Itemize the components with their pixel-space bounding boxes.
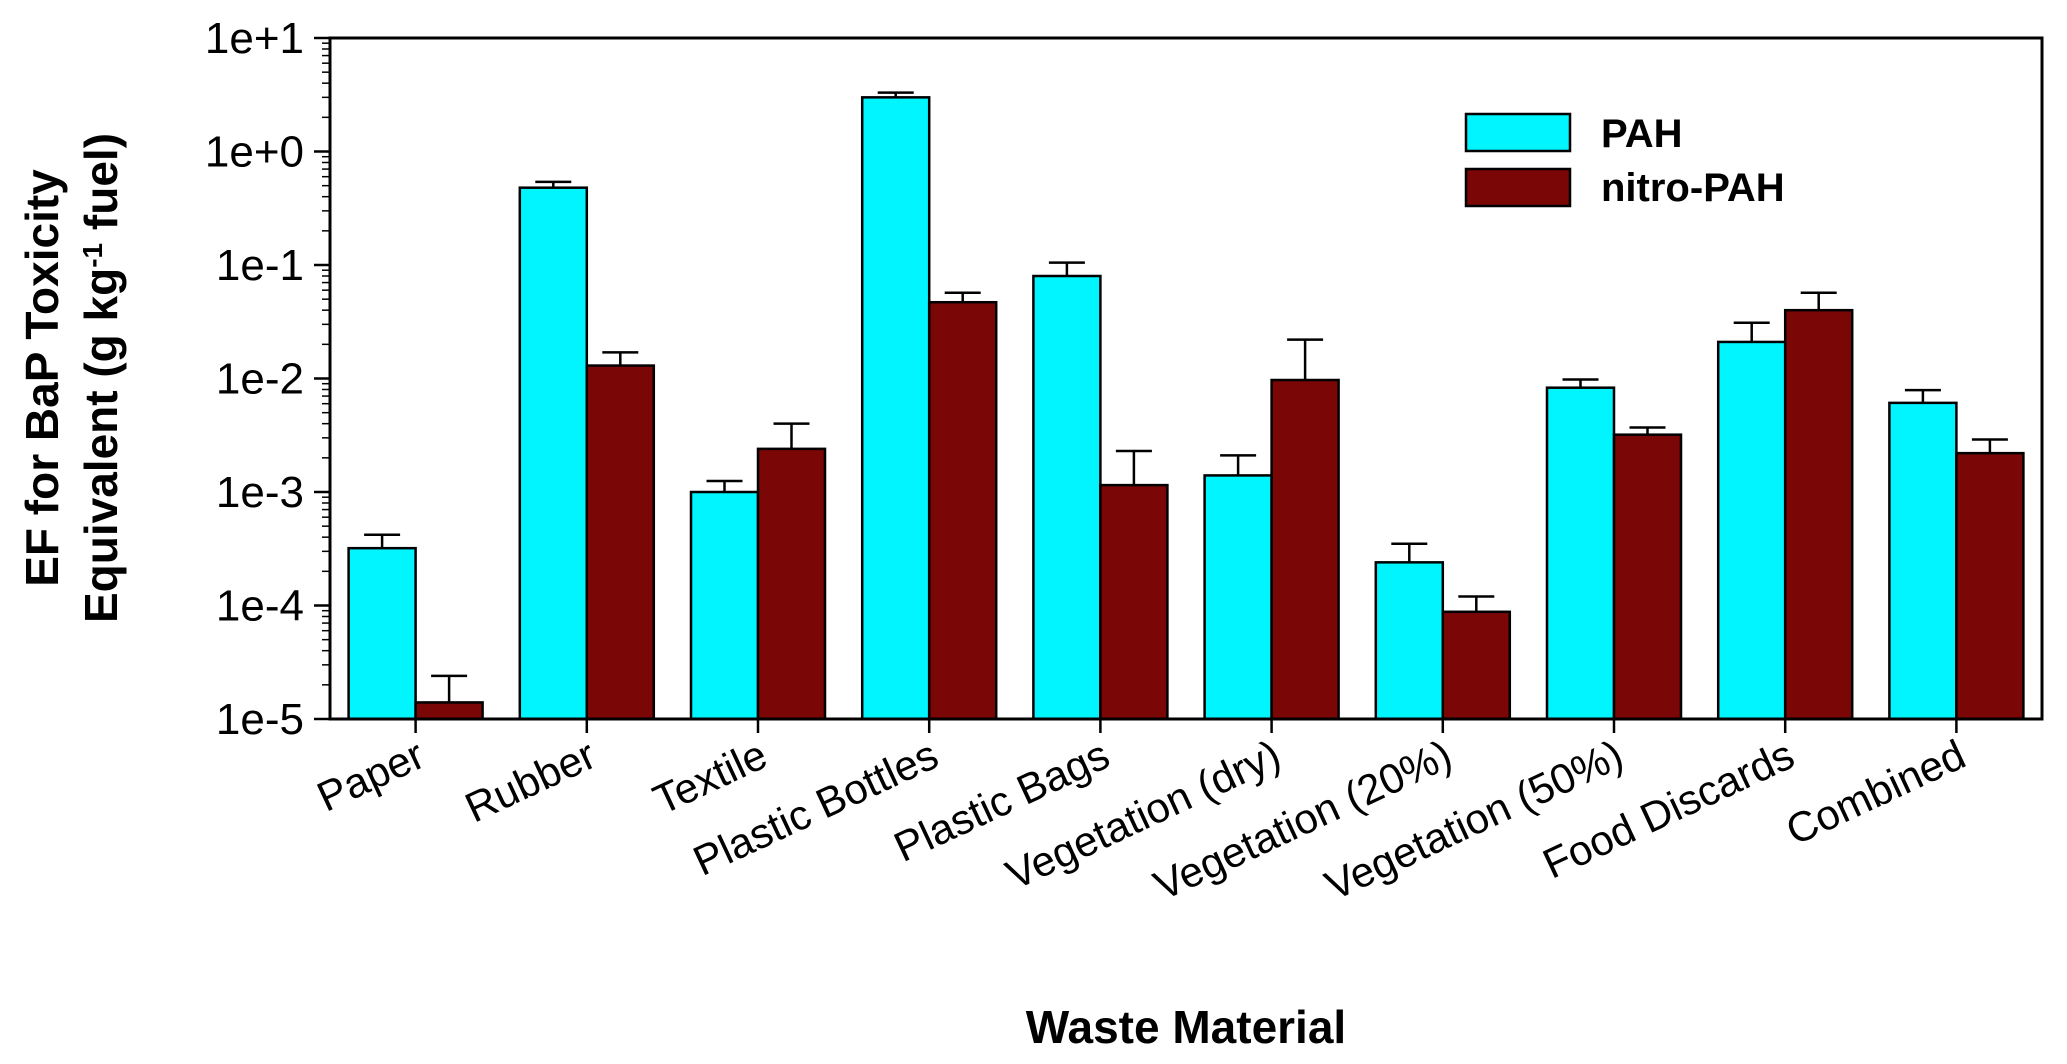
- bar-pah-vegetation-dry: [1203, 474, 1273, 721]
- error-bars-layer: [364, 91, 2008, 703]
- x-tick-label-vegetation-20: Vegetation (20%): [1147, 731, 1459, 910]
- legend: PAH nitro-PAH: [1464, 112, 1785, 210]
- bar-pah-vegetation-20: [1374, 561, 1445, 721]
- bars-layer: [347, 96, 2025, 721]
- y-axis-title-line1: EF for BaP Toxicity: [16, 169, 68, 587]
- bar-nitro-pah-food-discards: [1783, 308, 1854, 721]
- bar-pah-rubber: [518, 186, 589, 721]
- x-tick-label-vegetation-50: Vegetation (50%): [1318, 731, 1630, 910]
- bar-nitro-pah-textile: [756, 447, 827, 721]
- bar-pah-plastic-bags: [1032, 274, 1102, 721]
- y-axis: 1e-5 1e-4 1e-3 1e-2 1e-1 1e+0 1e+1: [205, 14, 330, 744]
- legend-swatch-pah: [1464, 112, 1572, 153]
- y-axis-title-line2: Equivalent (g kg-1 fuel): [75, 133, 127, 623]
- bar-nitro-pah-vegetation-dry: [1270, 378, 1340, 721]
- y-tick-label: 1e-1: [216, 241, 304, 290]
- y-tick-label: 1e+1: [205, 14, 304, 63]
- x-tick-label-paper: Paper: [310, 731, 431, 821]
- bar-nitro-pah-rubber: [585, 364, 656, 721]
- legend-label-nitro-pah: nitro-PAH: [1601, 166, 1785, 210]
- bar-pah-food-discards: [1716, 340, 1787, 721]
- y-tick-label: 1e+0: [205, 128, 304, 177]
- bar-nitro-pah-plastic-bags: [1099, 483, 1169, 721]
- y-tick-label: 1e-3: [216, 468, 304, 517]
- y-tick-label: 1e-2: [216, 355, 304, 404]
- y-tick-label: 1e-5: [216, 695, 304, 744]
- bar-nitro-pah-vegetation-50: [1612, 433, 1683, 721]
- bar-nitro-pah-combined: [1955, 451, 2025, 721]
- bar-pah-textile: [689, 490, 760, 721]
- y-axis-title: EF for BaP Toxicity Equivalent (g kg-1 f…: [16, 133, 127, 623]
- bar-pah-plastic-bottles: [860, 96, 931, 721]
- bar-pah-paper: [347, 546, 417, 721]
- bar-pah-combined: [1888, 401, 1958, 721]
- legend-label-pah: PAH: [1601, 112, 1682, 156]
- x-tick-label-combined: Combined: [1779, 731, 1972, 855]
- bar-nitro-pah-paper: [414, 701, 484, 721]
- legend-swatch-nitro-pah: [1464, 167, 1572, 208]
- x-tick-label-rubber: Rubber: [458, 731, 603, 832]
- y-tick-label: 1e-4: [216, 582, 304, 631]
- x-axis-title: Waste Material: [1026, 1001, 1346, 1053]
- bar-nitro-pah-plastic-bottles: [927, 300, 998, 721]
- bar-nitro-pah-vegetation-20: [1441, 610, 1512, 721]
- bar-pah-vegetation-50: [1545, 386, 1616, 721]
